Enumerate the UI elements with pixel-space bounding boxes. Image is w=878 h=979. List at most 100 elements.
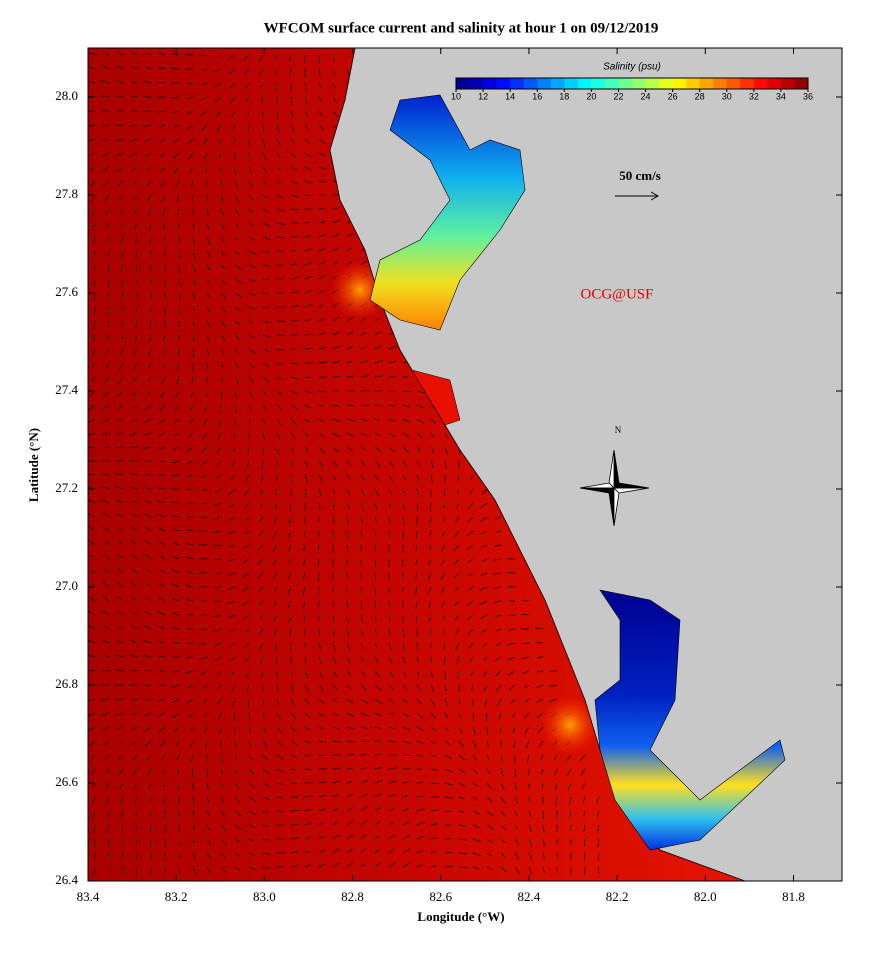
current-vector [261, 460, 264, 469]
current-vector [318, 628, 320, 635]
current-vector [129, 639, 138, 644]
current-vector [121, 292, 124, 301]
current-vector [388, 712, 394, 716]
current-vector [458, 754, 466, 761]
current-vector [332, 82, 336, 89]
current-vector [246, 96, 250, 103]
current-vector [415, 530, 418, 539]
current-vector [402, 488, 406, 495]
current-vector [332, 530, 335, 539]
current-vector [102, 404, 110, 410]
current-vector [483, 670, 488, 677]
current-vector [178, 852, 181, 859]
current-vector [244, 530, 250, 535]
current-vector [276, 796, 283, 799]
current-vector [360, 346, 367, 350]
current-vector [402, 446, 409, 453]
current-vector [290, 726, 298, 733]
current-vector [472, 796, 479, 801]
current-vector [499, 726, 502, 733]
current-vector [290, 110, 294, 119]
current-vector [215, 488, 222, 493]
current-vector [528, 838, 533, 847]
current-vector [374, 684, 382, 691]
y-tick-label: 27.2 [55, 480, 78, 495]
current-vector [248, 306, 255, 310]
current-vector [185, 670, 194, 674]
current-vector [374, 712, 382, 717]
current-vector [129, 473, 138, 476]
colorbar-segment [699, 78, 714, 89]
current-vector [583, 824, 586, 832]
current-vector [346, 446, 353, 452]
current-vector [190, 740, 194, 747]
current-vector [388, 460, 395, 468]
current-vector [234, 166, 237, 175]
current-vector [388, 502, 391, 508]
current-vector [117, 640, 124, 644]
current-vector [374, 806, 382, 812]
current-vector [388, 698, 395, 704]
current-vector [116, 581, 124, 588]
current-vector [332, 808, 338, 812]
current-vector [231, 460, 236, 467]
current-vector [158, 418, 166, 424]
current-vector [346, 68, 350, 76]
current-vector [346, 502, 350, 511]
current-vector [542, 866, 545, 873]
current-vector [149, 334, 152, 343]
current-vector [526, 754, 530, 763]
current-vector [248, 194, 254, 201]
current-vector [262, 768, 270, 775]
current-vector [218, 712, 222, 721]
current-vector [290, 249, 297, 252]
current-vector [143, 639, 152, 644]
current-vector [479, 600, 488, 605]
current-vector [318, 96, 322, 102]
current-vector [486, 768, 491, 775]
current-vector [332, 684, 338, 690]
current-vector [116, 712, 124, 716]
current-vector [304, 684, 310, 693]
current-vector [101, 80, 110, 84]
current-vector [220, 768, 224, 776]
current-vector [146, 583, 152, 588]
current-vector [177, 208, 180, 216]
current-vector [567, 782, 572, 791]
current-vector [522, 670, 530, 674]
current-vector [430, 432, 435, 438]
current-vector [318, 138, 326, 144]
current-vector [596, 796, 600, 804]
current-vector [443, 656, 446, 665]
current-vector [374, 331, 381, 336]
current-vector [187, 432, 194, 439]
current-vector [176, 194, 180, 203]
current-vector [276, 446, 280, 455]
current-vector [536, 642, 544, 644]
current-vector [346, 361, 352, 364]
current-vector [483, 656, 488, 662]
current-vector [90, 754, 96, 761]
current-vector [220, 838, 227, 846]
current-vector [227, 586, 236, 590]
current-vector [219, 152, 222, 159]
current-vector [360, 586, 363, 595]
current-vector [206, 782, 209, 790]
current-vector [190, 754, 194, 763]
current-vector [186, 529, 194, 532]
current-vector [118, 194, 124, 201]
current-vector [262, 796, 270, 800]
compass-rose [579, 449, 650, 527]
current-vector [131, 754, 138, 762]
current-vector [416, 670, 420, 677]
credit: OCG@USF [580, 286, 653, 302]
current-vector [131, 81, 138, 84]
scale-label: 50 cm/s [619, 168, 661, 183]
current-vector [159, 740, 166, 747]
current-vector [93, 236, 96, 244]
current-vector [158, 124, 166, 128]
current-vector [245, 670, 250, 679]
current-vector [346, 740, 355, 743]
current-vector [145, 554, 152, 560]
current-vector [248, 278, 257, 283]
